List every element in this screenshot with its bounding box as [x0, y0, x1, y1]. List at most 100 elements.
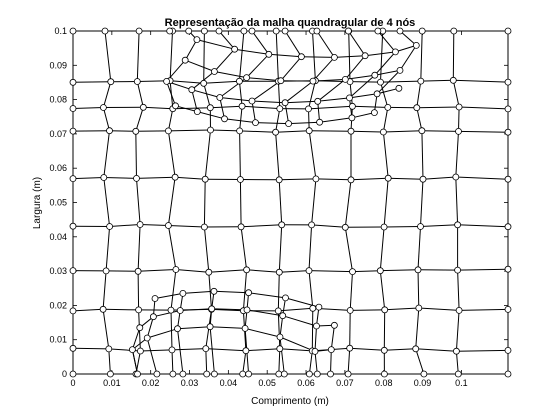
mesh-edge	[380, 227, 384, 271]
mesh-edge	[309, 131, 351, 132]
mesh-edge	[104, 131, 110, 178]
mesh-edge	[242, 106, 280, 108]
mesh-node	[331, 54, 337, 60]
mesh-node	[286, 121, 292, 127]
mesh-node	[316, 304, 322, 310]
mesh-edge	[422, 131, 459, 132]
mesh-edge	[171, 270, 176, 311]
mesh-node	[70, 371, 76, 377]
mesh-edge	[103, 309, 109, 349]
mesh-node	[70, 79, 76, 85]
mesh-node	[455, 267, 461, 273]
mesh-node	[107, 371, 113, 377]
mesh-node	[372, 72, 378, 78]
mesh-edge	[103, 82, 110, 108]
mesh-edge	[350, 272, 352, 311]
mesh-node	[280, 313, 286, 319]
mesh-node	[281, 371, 287, 377]
mesh-node	[165, 223, 171, 229]
y-tick-label: 0.1	[54, 26, 67, 36]
mesh-edge	[73, 309, 103, 311]
mesh-node	[134, 79, 140, 85]
mesh-edge	[276, 31, 278, 81]
mesh-node	[242, 325, 248, 331]
mesh-edge	[278, 81, 279, 108]
x-tick-label: 0.1	[455, 378, 468, 388]
mesh-edge	[239, 81, 242, 106]
mesh-edge	[381, 81, 421, 82]
mesh-edge	[456, 310, 459, 351]
mesh-edge	[348, 31, 365, 56]
mesh-node	[505, 347, 511, 353]
mesh-edge	[247, 54, 269, 77]
mesh-node	[244, 75, 250, 81]
mesh-node	[186, 28, 192, 34]
mesh-edge	[281, 57, 302, 81]
mesh-edge	[350, 82, 381, 83]
mesh-edge	[276, 132, 280, 180]
mesh-node	[306, 268, 312, 274]
x-tick-label: 0.09	[414, 378, 432, 388]
mesh-edge	[155, 293, 183, 298]
mesh-edge	[204, 31, 205, 83]
mesh-node	[306, 106, 312, 112]
y-tick-label: 0.04	[49, 232, 67, 242]
mesh-node	[217, 95, 223, 101]
mesh-node	[456, 307, 462, 313]
mesh-node	[283, 295, 289, 301]
mesh-node	[168, 307, 174, 313]
mesh-edge	[320, 118, 352, 122]
mesh-node	[453, 174, 459, 180]
mesh-edge	[252, 31, 269, 54]
mesh-edge	[352, 106, 387, 107]
mesh-edge	[279, 271, 309, 273]
mesh-node	[455, 371, 461, 377]
mesh-node	[164, 78, 170, 84]
mesh-node	[416, 305, 422, 311]
mesh-edge	[313, 31, 316, 81]
mesh-node	[505, 106, 511, 112]
mesh-node	[275, 308, 281, 314]
mesh-node	[194, 37, 200, 43]
mesh-node	[165, 128, 171, 134]
mesh-node	[129, 347, 135, 353]
mesh-edge	[279, 180, 282, 225]
mesh-node	[201, 224, 207, 230]
mesh-edge	[239, 31, 244, 81]
mesh-node	[70, 176, 76, 182]
mesh-node	[277, 334, 283, 340]
mesh-edge	[316, 179, 351, 180]
mesh-node	[100, 105, 106, 111]
mesh-node	[342, 76, 348, 82]
mesh-edge	[168, 226, 176, 270]
mesh-edge	[456, 351, 458, 374]
mesh-node	[144, 335, 150, 341]
mesh-edge	[285, 81, 313, 103]
mesh-edge	[309, 351, 312, 374]
mesh-edge	[136, 107, 144, 131]
mesh-edge	[423, 177, 456, 179]
mesh-node	[207, 105, 213, 111]
mesh-node	[243, 348, 249, 354]
mesh-edge	[383, 107, 387, 132]
x-tick-label: 0.03	[181, 378, 199, 388]
mesh-node	[413, 346, 419, 352]
mesh-node	[349, 103, 355, 109]
mesh-edge	[204, 179, 205, 227]
mesh-node	[276, 177, 282, 183]
mesh-edge	[280, 337, 284, 374]
mesh-edge	[285, 31, 301, 57]
mesh-node	[505, 28, 511, 34]
y-tick-label: 0.06	[49, 163, 67, 173]
x-tick-label: 0.06	[297, 378, 315, 388]
mesh-edge	[210, 327, 214, 374]
mesh-edge	[137, 82, 143, 108]
mesh-edge	[167, 81, 176, 105]
mesh-node	[154, 371, 160, 377]
mesh-edge	[153, 311, 180, 317]
mesh-edge	[136, 131, 137, 178]
mesh-edge	[383, 131, 422, 132]
mesh-node	[194, 109, 200, 115]
mesh-node	[273, 28, 279, 34]
mesh-edge	[285, 101, 318, 102]
